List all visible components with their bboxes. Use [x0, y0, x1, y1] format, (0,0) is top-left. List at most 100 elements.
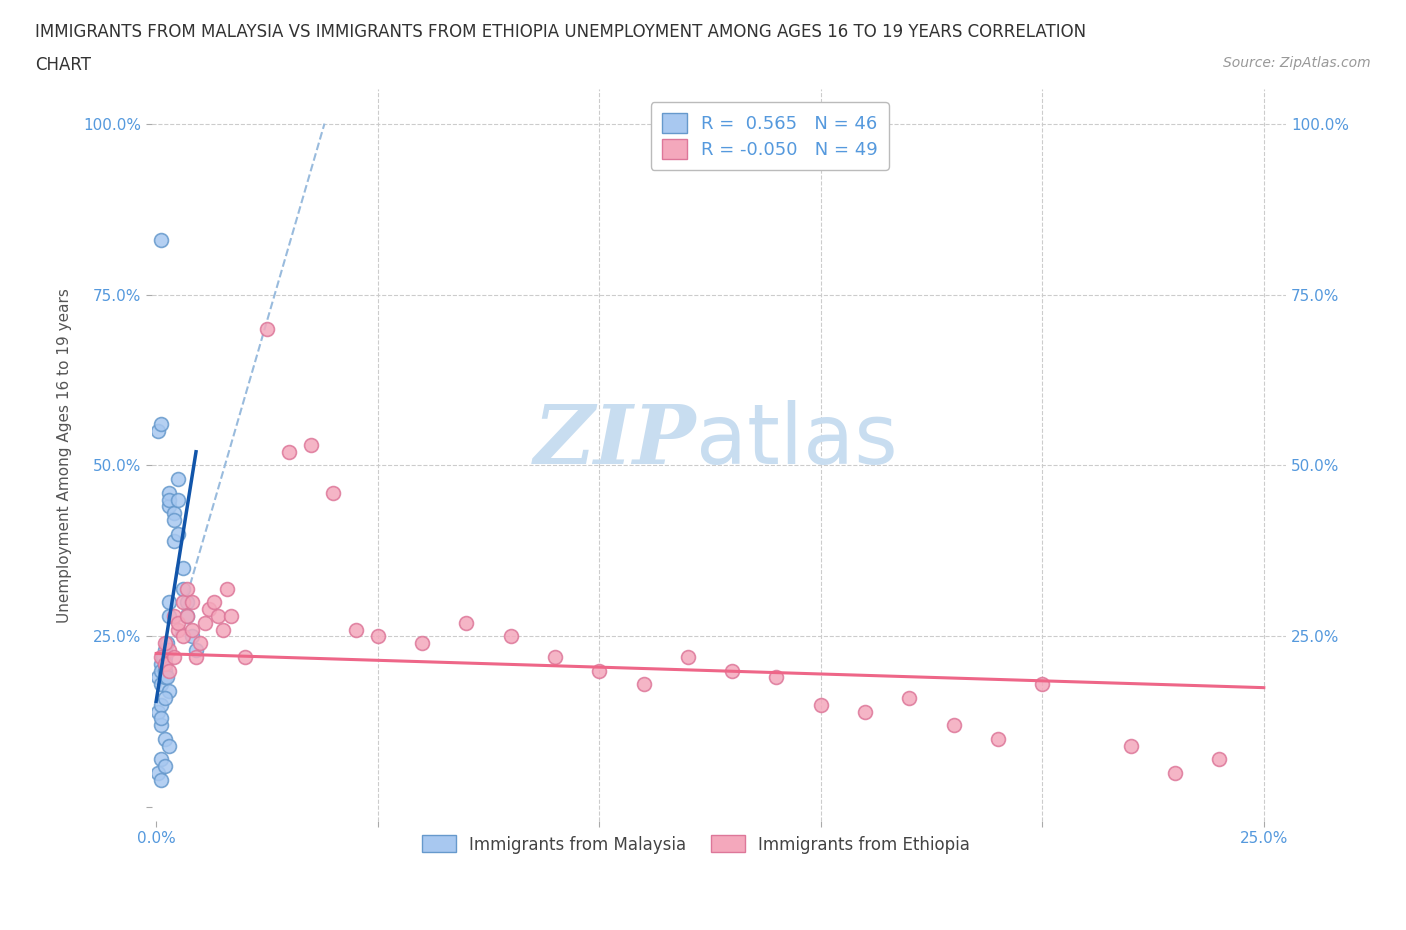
Point	[202, 595, 225, 610]
Point	[544, 649, 567, 664]
Point	[153, 670, 176, 684]
Point	[148, 424, 170, 439]
Point	[322, 485, 344, 500]
Point	[190, 636, 212, 651]
Point	[149, 752, 172, 767]
Point	[148, 670, 170, 684]
Point	[167, 492, 190, 507]
Point	[153, 636, 176, 651]
Point	[367, 629, 389, 644]
Point	[149, 663, 172, 678]
Point	[172, 595, 194, 610]
Point	[159, 684, 181, 698]
Text: CHART: CHART	[35, 56, 91, 73]
Point	[156, 636, 179, 651]
Point	[180, 629, 202, 644]
Point	[153, 657, 176, 671]
Point	[898, 690, 921, 705]
Point	[221, 608, 243, 623]
Point	[167, 472, 190, 486]
Point	[456, 616, 478, 631]
Point	[163, 533, 186, 548]
Legend: Immigrants from Malaysia, Immigrants from Ethiopia: Immigrants from Malaysia, Immigrants fro…	[416, 829, 977, 860]
Point	[233, 649, 256, 664]
Point	[153, 732, 176, 747]
Point	[180, 595, 202, 610]
Point	[153, 643, 176, 658]
Point	[159, 663, 181, 678]
Point	[207, 608, 229, 623]
Point	[344, 622, 367, 637]
Point	[159, 492, 181, 507]
Point	[159, 499, 181, 514]
Text: IMMIGRANTS FROM MALAYSIA VS IMMIGRANTS FROM ETHIOPIA UNEMPLOYMENT AMONG AGES 16 : IMMIGRANTS FROM MALAYSIA VS IMMIGRANTS F…	[35, 23, 1087, 41]
Point	[148, 765, 170, 780]
Point	[176, 608, 198, 623]
Point	[167, 526, 190, 541]
Point	[172, 629, 194, 644]
Point	[299, 437, 322, 452]
Point	[211, 622, 233, 637]
Point	[167, 622, 190, 637]
Point	[153, 657, 176, 671]
Point	[149, 657, 172, 671]
Point	[256, 321, 278, 336]
Y-axis label: Unemployment Among Ages 16 to 19 years: Unemployment Among Ages 16 to 19 years	[58, 287, 72, 622]
Point	[198, 602, 221, 617]
Point	[215, 581, 238, 596]
Point	[1119, 738, 1142, 753]
Point	[278, 445, 301, 459]
Text: Source: ZipAtlas.com: Source: ZipAtlas.com	[1223, 56, 1371, 70]
Point	[176, 595, 198, 610]
Point	[172, 561, 194, 576]
Point	[159, 608, 181, 623]
Point	[159, 485, 181, 500]
Point	[153, 649, 176, 664]
Point	[149, 649, 172, 664]
Point	[149, 711, 172, 726]
Point	[163, 608, 186, 623]
Point	[676, 649, 699, 664]
Point	[721, 663, 744, 678]
Point	[853, 704, 876, 719]
Point	[176, 608, 198, 623]
Point	[153, 690, 176, 705]
Point	[633, 677, 655, 692]
Point	[149, 417, 172, 432]
Point	[152, 649, 174, 664]
Point	[411, 636, 433, 651]
Point	[149, 677, 172, 692]
Point	[1164, 765, 1187, 780]
Point	[159, 738, 181, 753]
Point	[149, 232, 172, 247]
Text: atlas: atlas	[696, 400, 898, 481]
Point	[152, 649, 174, 664]
Point	[156, 670, 179, 684]
Point	[153, 657, 176, 671]
Point	[1031, 677, 1053, 692]
Point	[153, 663, 176, 678]
Point	[149, 698, 172, 712]
Point	[167, 616, 190, 631]
Point	[987, 732, 1010, 747]
Point	[163, 512, 186, 527]
Point	[1208, 752, 1230, 767]
Point	[499, 629, 522, 644]
Point	[184, 649, 207, 664]
Point	[180, 622, 202, 637]
Point	[588, 663, 610, 678]
Point	[172, 581, 194, 596]
Point	[942, 718, 965, 733]
Point	[159, 595, 181, 610]
Point	[163, 506, 186, 521]
Point	[149, 718, 172, 733]
Text: ZIP: ZIP	[533, 401, 696, 481]
Point	[159, 643, 181, 658]
Point	[810, 698, 832, 712]
Point	[149, 773, 172, 788]
Point	[163, 649, 186, 664]
Point	[148, 704, 170, 719]
Point	[176, 581, 198, 596]
Point	[184, 643, 207, 658]
Point	[765, 670, 787, 684]
